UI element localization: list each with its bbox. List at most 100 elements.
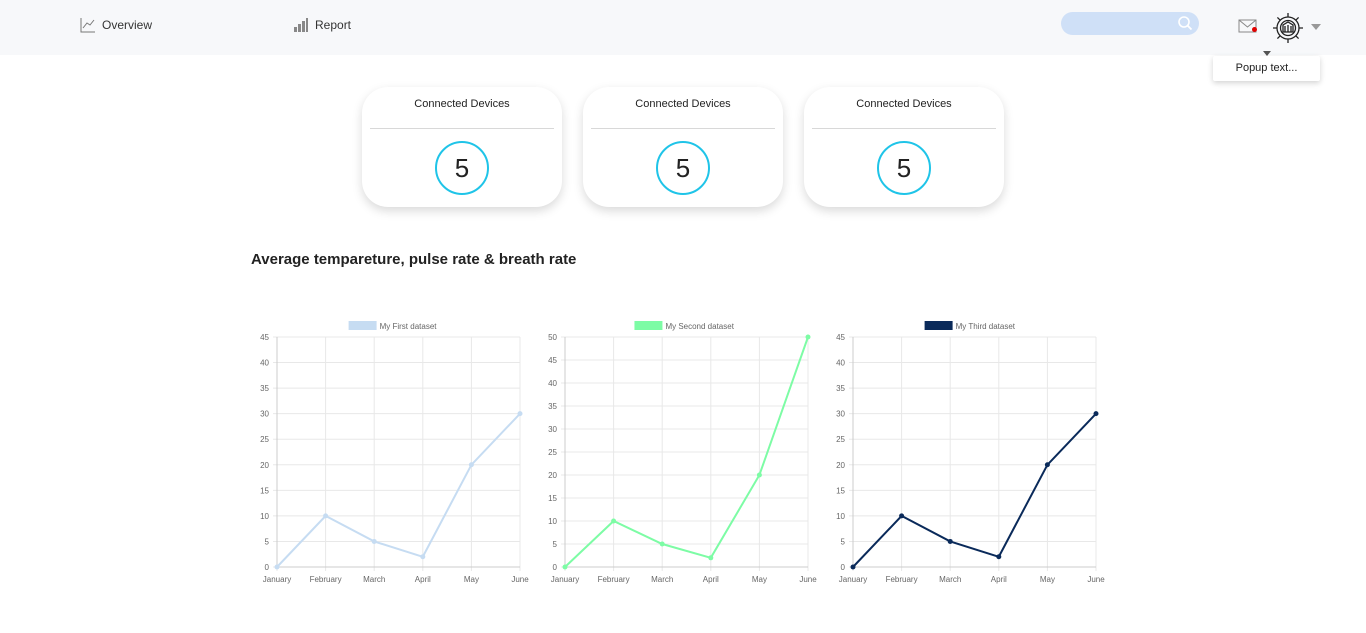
data-point [562, 564, 568, 570]
data-point [996, 554, 1002, 560]
card-value: 5 [435, 141, 489, 195]
y-tick-label: 0 [841, 563, 846, 572]
x-tick-label: February [310, 575, 342, 584]
nav-overview-label: Overview [102, 18, 153, 32]
y-tick-label: 5 [553, 540, 558, 549]
series-line [276, 412, 521, 568]
y-tick-label: 20 [260, 461, 269, 470]
card-divider [370, 128, 554, 129]
breath-chart: 0 5 10 15 20 25 30 35 40 45 January February March Ap… [836, 321, 1105, 584]
line-chart-icon [80, 18, 95, 33]
y-tick-label: 20 [548, 471, 557, 480]
series-line [564, 336, 809, 568]
stat-card: Connected Devices 5 [804, 87, 1004, 207]
card-title: Connected Devices [635, 98, 731, 110]
x-tick-label: February [886, 575, 918, 584]
card-value: 5 [656, 141, 710, 195]
legend-swatch [634, 321, 663, 330]
y-tick-label: 15 [260, 486, 269, 495]
data-point [323, 513, 329, 519]
nav-report[interactable]: Report [293, 17, 351, 33]
data-point [468, 462, 474, 468]
y-tick-label: 50 [548, 333, 557, 342]
x-tick-label: June [1087, 575, 1105, 584]
top-navbar: Overview Report [0, 0, 1366, 55]
y-tick-label: 25 [836, 435, 845, 444]
stat-card: Connected Devices 5 [583, 87, 783, 207]
data-point [850, 564, 856, 570]
nav-overview[interactable]: Overview [80, 17, 152, 33]
x-tick-label: May [752, 575, 767, 584]
temperature-chart: 0 5 10 15 20 25 30 35 40 45 January February March Ap… [260, 321, 529, 584]
legend-label: My Second dataset [665, 322, 734, 331]
x-tick-label: May [1040, 575, 1055, 584]
data-point [947, 538, 953, 544]
y-tick-label: 20 [836, 461, 845, 470]
y-tick-label: 45 [836, 333, 845, 342]
legend-label: My Third dataset [956, 322, 1016, 331]
x-tick-label: June [799, 575, 817, 584]
card-title: Connected Devices [856, 98, 952, 110]
search-input[interactable] [1061, 12, 1199, 35]
bar-chart-icon [294, 18, 308, 32]
y-tick-label: 0 [553, 563, 558, 572]
data-point [274, 564, 280, 570]
y-tick-label: 40 [260, 359, 269, 368]
y-tick-label: 35 [548, 402, 557, 411]
legend-swatch [924, 321, 953, 330]
y-tick-label: 5 [841, 537, 846, 546]
data-point [805, 334, 811, 340]
section-title: Average tempareture, pulse rate & breath… [251, 251, 577, 268]
y-tick-label: 40 [836, 359, 845, 368]
y-tick-label: 10 [836, 512, 845, 521]
x-tick-label: February [598, 575, 630, 584]
y-tick-label: 5 [265, 537, 270, 546]
legend-label: My First dataset [380, 322, 438, 331]
y-tick-label: 35 [260, 384, 269, 393]
data-point [420, 554, 426, 560]
pulse-chart: 0 5 10 15 20 25 30 35 40 45 50 January February March… [548, 321, 817, 584]
card-title: Connected Devices [414, 98, 510, 110]
x-tick-label: June [511, 575, 529, 584]
data-point [611, 518, 617, 524]
nav-report-label: Report [315, 18, 352, 32]
y-tick-label: 10 [260, 512, 269, 521]
x-tick-label: March [363, 575, 385, 584]
x-tick-label: March [939, 575, 961, 584]
data-point [659, 541, 665, 547]
x-tick-label: January [263, 575, 291, 584]
y-tick-label: 45 [260, 333, 269, 342]
y-tick-label: 25 [548, 448, 557, 457]
data-point [371, 538, 377, 544]
y-tick-label: 40 [548, 379, 557, 388]
x-tick-label: May [464, 575, 479, 584]
card-divider [591, 128, 775, 129]
y-tick-label: 30 [548, 425, 557, 434]
data-point [899, 513, 905, 519]
series-line [852, 412, 1097, 568]
card-divider [812, 128, 996, 129]
y-tick-label: 35 [836, 384, 845, 393]
data-point [1093, 411, 1099, 417]
search-icon[interactable] [1177, 15, 1193, 31]
popup-tooltip: Popup text... [1213, 56, 1320, 81]
y-tick-label: 0 [265, 563, 270, 572]
data-point [756, 472, 762, 478]
y-tick-label: 10 [548, 517, 557, 526]
x-tick-label: April [991, 575, 1007, 584]
y-tick-label: 25 [260, 435, 269, 444]
x-tick-label: January [551, 575, 579, 584]
avatar[interactable] [1271, 11, 1305, 45]
chevron-down-icon[interactable] [1311, 24, 1321, 30]
data-point [1044, 462, 1050, 468]
y-tick-label: 15 [836, 486, 845, 495]
y-tick-label: 15 [548, 494, 557, 503]
x-tick-label: January [839, 575, 867, 584]
x-tick-label: April [415, 575, 431, 584]
mail-icon[interactable] [1238, 18, 1258, 34]
legend-swatch [348, 321, 377, 330]
card-value: 5 [877, 141, 931, 195]
data-point [708, 555, 714, 561]
y-tick-label: 45 [548, 356, 557, 365]
data-point [517, 411, 523, 417]
